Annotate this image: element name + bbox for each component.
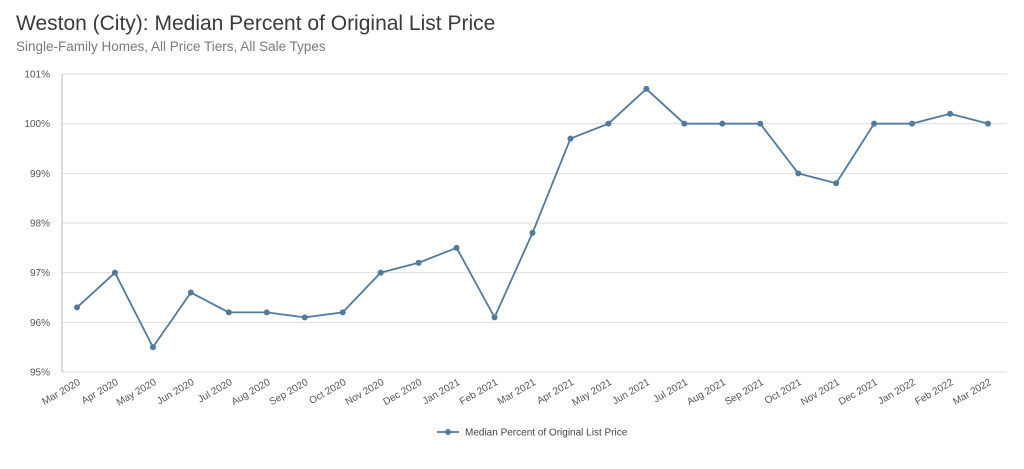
- data-point: [377, 269, 384, 276]
- x-tick-label: Feb 2021: [458, 377, 500, 408]
- x-tick-label: Jul 2020: [196, 377, 235, 406]
- x-tick-label: Sep 2021: [723, 377, 766, 408]
- data-point: [681, 120, 688, 127]
- legend-label: Median Percent of Original List Price: [465, 428, 628, 439]
- chart-subtitle: Single-Family Homes, All Price Tiers, Al…: [16, 39, 326, 54]
- x-tick-label: Dec 2020: [382, 377, 425, 408]
- x-tick-label: Oct 2021: [763, 377, 804, 407]
- x-tick-label: Feb 2022: [913, 377, 955, 408]
- data-point: [719, 120, 726, 127]
- x-tick-label: Oct 2020: [308, 377, 349, 407]
- y-tick-label: 95%: [30, 368, 50, 379]
- data-point: [149, 344, 156, 351]
- data-point: [529, 229, 536, 236]
- data-point: [909, 120, 916, 127]
- x-tick-label: May 2021: [570, 377, 614, 409]
- x-tick-label: Jan 2022: [876, 377, 918, 407]
- data-point: [263, 309, 270, 316]
- data-point: [833, 180, 840, 187]
- x-tick-label: Apr 2021: [535, 377, 576, 407]
- x-tick-label: Nov 2020: [344, 377, 387, 408]
- data-point: [605, 120, 612, 127]
- y-tick-label: 96%: [30, 318, 50, 329]
- data-point: [567, 135, 574, 142]
- x-tick-label: Jan 2021: [421, 377, 463, 407]
- x-tick-label: Nov 2021: [799, 377, 842, 408]
- x-tick-label: Jul 2021: [652, 377, 691, 406]
- x-tick-label: Jun 2021: [611, 377, 653, 407]
- series-line: [76, 88, 989, 349]
- x-tick-label: Aug 2021: [685, 377, 728, 408]
- y-tick-label: 98%: [30, 219, 50, 230]
- data-point: [985, 120, 991, 127]
- x-tick-label: Mar 2020: [40, 377, 82, 408]
- data-point: [453, 244, 460, 251]
- x-tick-label: May 2020: [115, 377, 159, 409]
- data-point: [415, 259, 422, 266]
- x-tick-label: Aug 2020: [230, 377, 273, 408]
- y-tick-label: 101%: [24, 70, 50, 81]
- data-point: [795, 170, 802, 177]
- data-point: [339, 309, 346, 316]
- data-point: [225, 309, 232, 316]
- data-point: [301, 314, 308, 321]
- y-tick-label: 97%: [30, 268, 50, 279]
- data-point: [947, 110, 954, 117]
- legend-marker: [445, 429, 451, 435]
- data-point: [74, 304, 80, 311]
- chart-title: Weston (City): Median Percent of Origina…: [16, 12, 496, 35]
- x-tick-label: Mar 2021: [496, 377, 538, 408]
- data-point: [643, 85, 650, 92]
- data-point: [491, 314, 498, 321]
- x-tick-label: Mar 2022: [951, 377, 993, 408]
- data-point: [111, 269, 118, 276]
- data-point: [757, 120, 764, 127]
- x-tick-label: Dec 2021: [837, 377, 880, 408]
- x-tick-label: Apr 2020: [80, 377, 121, 407]
- x-tick-label: Sep 2020: [268, 377, 311, 408]
- data-point: [187, 289, 194, 296]
- data-point: [871, 120, 878, 127]
- y-tick-label: 99%: [30, 169, 50, 180]
- x-tick-label: Jun 2020: [155, 377, 197, 407]
- y-tick-label: 100%: [24, 119, 50, 130]
